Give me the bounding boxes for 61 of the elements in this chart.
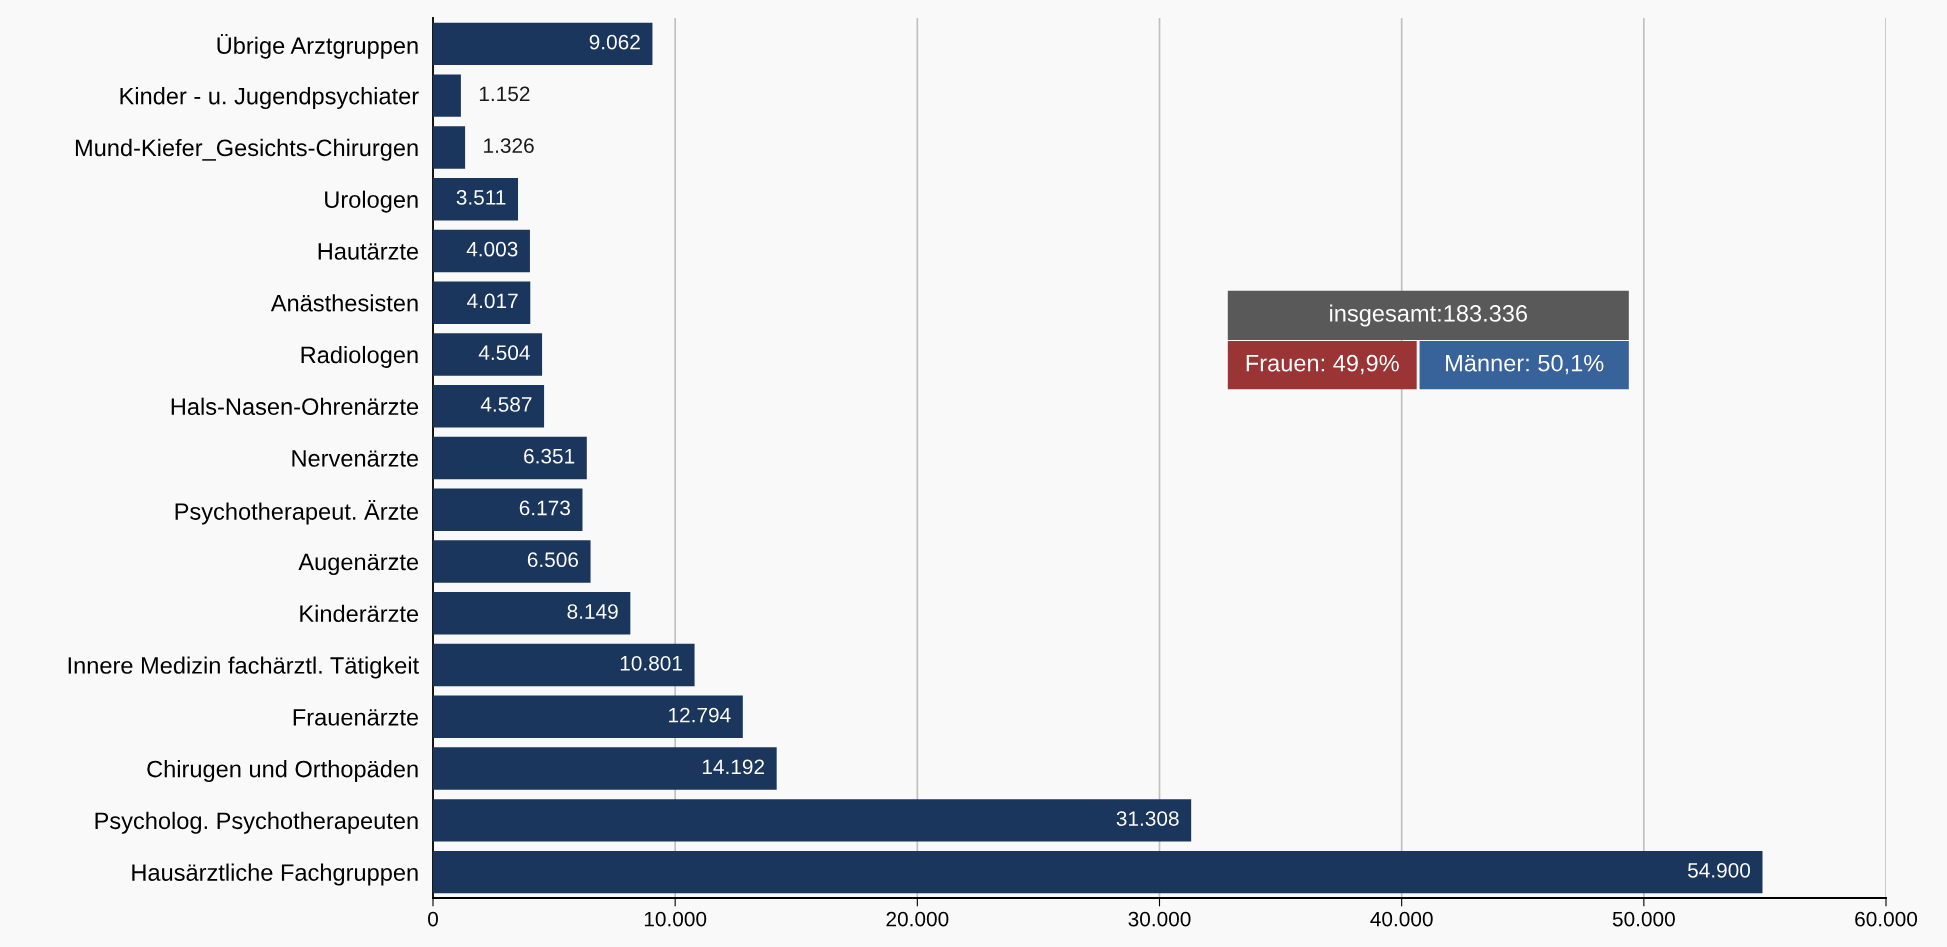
data-label: 4.017 — [467, 293, 518, 309]
bar — [433, 643, 695, 687]
bar — [433, 592, 631, 635]
y-tick-label: Hals-Nasen-Ohrenärzte — [171, 397, 419, 416]
annotation: Frauen: 49,9% — [1246, 354, 1399, 375]
data-label: 31.308 — [1116, 811, 1179, 826]
data-label: 4.587 — [480, 397, 532, 412]
data-label: 1.326 — [484, 138, 534, 153]
bar — [433, 229, 530, 273]
data-label: 4.003 — [466, 241, 518, 257]
y-tick-label: Nervenärzte — [292, 450, 419, 467]
bar — [433, 385, 545, 428]
data-label: 54.900 — [1687, 862, 1751, 878]
y-tick-label: Augenärzte — [298, 553, 419, 575]
annotation: Männer: 50,1% — [1446, 354, 1604, 375]
y-tick-label: Kinderärzte — [300, 604, 419, 623]
y-tick-label: Urologen — [325, 190, 418, 213]
x-tick-label: 10.000 — [644, 911, 707, 927]
x-tick-label: 40.000 — [1370, 911, 1433, 927]
bar — [433, 747, 777, 790]
y-tick-label: Psychotherapeut. Ärzte — [175, 499, 419, 525]
y-tick-label: Mund-Kiefer_Gesichts-Chirurgen — [75, 138, 418, 161]
y-tick-label: Kinder - u. Jugendpsychiater — [120, 87, 419, 110]
bar — [433, 281, 531, 324]
bar — [433, 74, 461, 117]
y-tick-label: Hautärzte — [318, 243, 419, 260]
x-tick-label: 30.000 — [1128, 911, 1191, 927]
data-label: 6.506 — [527, 552, 579, 568]
data-label: 6.173 — [519, 500, 570, 516]
y-tick-label: Radiologen — [301, 345, 418, 368]
data-label: 9.062 — [589, 34, 640, 50]
data-label: 4.504 — [478, 345, 530, 361]
bar — [433, 333, 543, 376]
data-label: 1.152 — [479, 86, 530, 102]
x-tick-label: 0 — [428, 911, 438, 927]
data-label: 10.801 — [620, 655, 682, 671]
y-tick-label: Anästhesisten — [270, 294, 418, 312]
y-tick-label: Übrige Arztgruppen — [217, 34, 418, 59]
bar — [433, 22, 653, 66]
data-label: 3.511 — [456, 190, 506, 205]
data-label: 8.149 — [567, 604, 618, 619]
y-tick-label: Chirugen und Orthopäden — [147, 760, 418, 783]
bar — [433, 540, 591, 583]
data-label: 14.192 — [702, 759, 765, 775]
bar — [433, 436, 587, 480]
data-label: 12.794 — [669, 707, 731, 723]
y-tick-label: Frauenärzte — [293, 709, 419, 726]
x-tick-label: 50.000 — [1612, 911, 1675, 927]
bar — [433, 177, 519, 221]
bar — [433, 488, 583, 531]
data-label: 6.351 — [524, 448, 575, 464]
bar — [433, 850, 1763, 894]
y-tick-label: Psycholog. Psychotherapeuten — [95, 811, 418, 834]
bar — [433, 126, 466, 169]
y-tick-label: Hausärztliche Fachgruppen — [132, 863, 418, 886]
y-tick-label: Innere Medizin fachärztl. Tätigkeit — [68, 656, 419, 679]
bar — [433, 695, 743, 739]
x-tick-label: 20.000 — [886, 911, 949, 927]
annotation: insgesamt:183.336 — [1330, 304, 1528, 327]
bar — [433, 799, 1192, 842]
x-tick-label: 60.000 — [1855, 911, 1918, 927]
